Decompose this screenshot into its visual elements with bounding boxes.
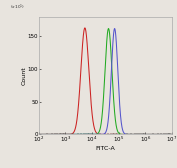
Y-axis label: Count: Count (21, 66, 26, 85)
Text: $(x10^1)$: $(x10^1)$ (10, 3, 25, 12)
X-axis label: FITC-A: FITC-A (95, 146, 115, 151)
